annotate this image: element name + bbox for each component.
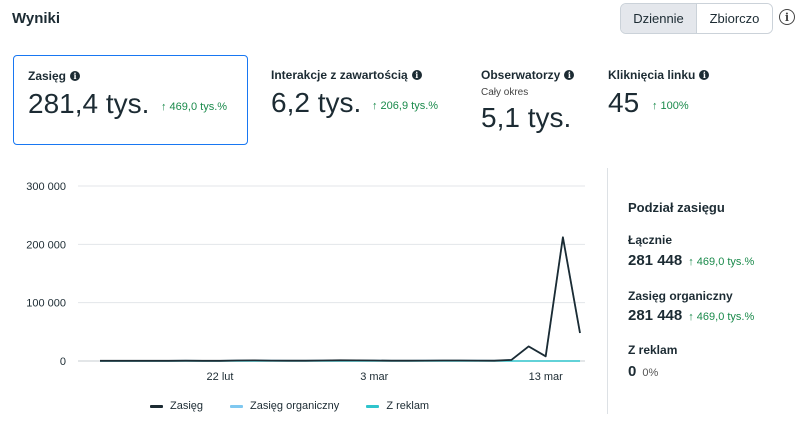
toggle-daily-button[interactable]: Dziennie	[621, 4, 697, 33]
info-icon[interactable]: i	[699, 70, 710, 80]
breakdown-value-organic: 281 448 ↑ 469,0 tys.%	[628, 307, 754, 324]
breakdown-number: 281 448	[628, 252, 683, 269]
x-tick-label: 13 mar	[529, 371, 564, 383]
info-icon[interactable]: i	[411, 70, 422, 80]
breakdown-number: 0	[628, 363, 637, 380]
metric-delta: ↑ 100%	[652, 100, 689, 112]
page-title: Wyniki	[12, 10, 61, 27]
y-tick-label: 200 000	[26, 239, 66, 251]
metric-value: 45	[608, 87, 640, 118]
metric-value: 5,1 tys.	[481, 102, 572, 133]
metric-card-interactions[interactable]: Interakcje z zawartością i 6,2 tys. ↑ 206…	[257, 55, 457, 145]
breakdown-title: Podział zasięgu	[628, 200, 725, 215]
metric-label: Kliknięcia linku	[608, 68, 696, 82]
breakdown-value-total: 281 448 ↑ 469,0 tys.%	[628, 252, 754, 269]
metric-card-reach[interactable]: Zasięg i 281,4 tys. ↑ 469,0 tys.%	[13, 55, 248, 145]
info-circle-icon[interactable]: i	[779, 9, 795, 25]
breakdown-value-ads: 0 0%	[628, 363, 658, 380]
y-tick-label: 100 000	[26, 298, 66, 310]
metric-sublabel: Cały okres	[481, 87, 529, 98]
metric-card-link-clicks[interactable]: Kliknięcia linku i 45 ↑ 100%	[594, 55, 734, 145]
legend-label: Zasięg organiczny	[250, 400, 340, 412]
x-tick-label: 3 mar	[360, 371, 388, 383]
x-tick-label: 22 lut	[207, 371, 234, 383]
series-line-zasięg	[100, 236, 581, 362]
info-icon[interactable]: i	[70, 71, 81, 81]
metric-label: Interakcje z zawartością	[271, 68, 408, 82]
breakdown-number: 281 448	[628, 307, 683, 324]
legend-label: Z reklam	[386, 400, 430, 412]
legend-item-organic[interactable]: Zasięg organiczny	[230, 400, 339, 412]
breakdown-delta: 0%	[642, 367, 659, 379]
metric-value: 6,2 tys.	[271, 87, 362, 118]
breakdown-label-total: Łącznie	[628, 233, 673, 247]
series-line-zasięg-organiczny	[100, 236, 581, 362]
reach-line-chart: 300 000 200 000 100 000 0 22 lut 3 mar 13 mar	[26, 181, 585, 383]
legend-swatch	[230, 404, 244, 408]
y-tick-label: 0	[60, 356, 66, 368]
legend-item-ads[interactable]: Z reklam	[366, 400, 429, 412]
chart-legend: Zasięg Zasięg organiczny Z reklam	[150, 400, 456, 412]
period-toggle: Dziennie Zbiorczo	[620, 3, 773, 34]
legend-swatch	[150, 404, 163, 408]
metric-delta: ↑ 206,9 tys.%	[372, 100, 439, 112]
legend-label: Zasięg	[170, 400, 204, 412]
breakdown-delta: ↑ 469,0 tys.%	[688, 256, 755, 268]
breakdown-label-ads: Z reklam	[628, 343, 678, 357]
breakdown-label-organic: Zasięg organiczny	[628, 289, 733, 303]
reach-breakdown-panel: Podział zasięgu Łącznie 281 448 ↑ 469,0 t…	[628, 200, 754, 380]
metric-delta: ↑ 469,0 tys.%	[161, 101, 228, 113]
y-tick-label: 300 000	[26, 181, 66, 193]
toggle-cumulative-button[interactable]: Zbiorczo	[697, 4, 772, 33]
metric-label: Zasięg	[28, 69, 67, 83]
info-icon[interactable]: i	[564, 70, 575, 80]
legend-swatch	[366, 404, 380, 408]
legend-item-reach[interactable]: Zasięg	[150, 400, 203, 412]
metric-label: Obserwatorzy	[481, 68, 561, 82]
breakdown-delta: ↑ 469,0 tys.%	[688, 311, 755, 323]
panel-divider	[607, 168, 608, 414]
metric-value: 281,4 tys.	[28, 88, 150, 119]
metric-card-followers[interactable]: Obserwatorzy i Cały okres 5,1 tys.	[467, 55, 587, 145]
